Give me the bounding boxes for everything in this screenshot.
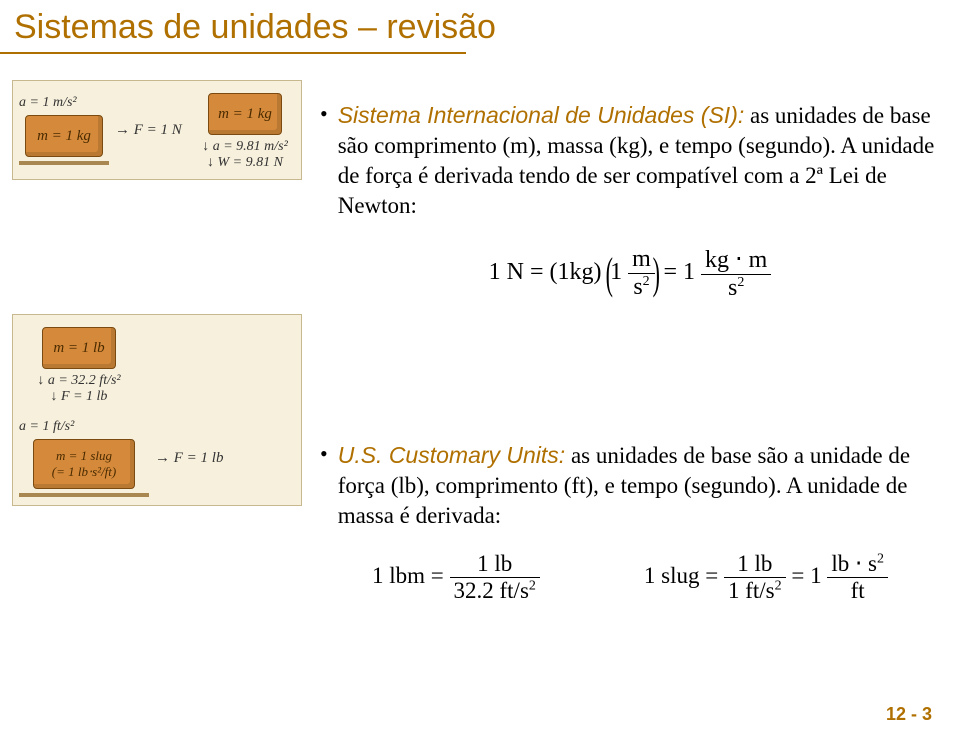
eq2b-num2: lb ⋅ s2 [827,551,888,578]
ground-line [19,161,109,165]
force2-label: F = 1 lb [174,450,224,466]
eq1-eq: = [530,259,544,285]
mass-block: m = 1 kg [25,115,103,157]
eq2b-num1: 1 lb [724,551,786,578]
eq1-den2: s2 [701,275,771,302]
frac-kgm-s2: kg ⋅ m s2 [701,245,771,302]
bullet-si-text: Sistema Internacional de Unidades (SI): … [338,100,940,221]
accel-label-slug: a = 1 ft/s² [19,419,149,435]
figure-si: a = 1 m/s² m = 1 kg → F = 1 N m = 1 kg ↓… [12,80,302,180]
bullet-us-text: U.S. Customary Units: as unidades de bas… [338,440,940,531]
eq1-num2: kg ⋅ m [701,245,771,275]
eq1-den1: s2 [628,274,655,301]
eq1-lhs: 1 N [489,259,524,285]
bullet-us: • U.S. Customary Units: as unidades de b… [320,440,940,531]
eq2b-one: 1 [810,563,822,588]
title-underline [0,52,466,54]
w-text: W = 9.81 N [218,155,283,170]
equation-row-us: 1 lbm = 1 lb 32.2 ft/s2 1 slug = 1 lb 1 … [320,551,940,604]
accel-label: a = 1 m/s² [19,95,109,111]
force-arrow-2: → F = 1 lb [155,450,295,467]
ground-line-2 [19,493,149,497]
eq2a-eq: = [431,563,444,588]
eq2b-eq2: = [791,563,804,588]
si-term: Sistema Internacional de Unidades (SI): [338,102,745,128]
mass-block-2: m = 1 kg [208,93,282,135]
eq2b-den2: ft [827,578,888,604]
lparen-icon: ( [605,248,612,299]
eq2b-den1: 1 ft/s2 [724,578,786,604]
slug-line1: m = 1 slug [56,448,112,464]
eq-slug: 1 slug = 1 lb 1 ft/s2 = 1 lb ⋅ s2 ft [644,551,888,604]
frac-slug-1: 1 lb 1 ft/s2 [724,551,786,604]
content-block-2: • U.S. Customary Units: as unidades de b… [320,440,940,604]
eq2b-lhs: 1 slug [644,563,700,588]
eq1-one2: 1 [683,259,695,285]
eq-lbm: 1 lbm = 1 lb 32.2 ft/s2 [372,551,540,604]
us-term: U.S. Customary Units: [338,442,566,468]
equation-newton: 1 N = (1kg) (1 m s2 ) = 1 kg ⋅ m s2 [320,245,940,302]
rparen-icon: ) [653,248,660,299]
eq2b-eq: = [705,563,718,588]
f-us-text: F = 1 lb [61,389,107,404]
slug-block: m = 1 slug (= 1 lb⋅s²/ft) [33,439,135,489]
slide-number: 12 - 3 [886,704,932,725]
content-block-1: • Sistema Internacional de Unidades (SI)… [320,100,940,342]
eq1-eq2: = [664,259,678,285]
force-label: F = 1 N [134,122,182,138]
bullet-dot-icon: • [320,100,328,221]
eq1-num1: m [628,246,655,274]
eq2a-lhs: 1 lbm [372,563,425,588]
a-us-text: a = 32.2 ft/s² [48,373,121,388]
eq1-mass: (1kg) [550,259,602,285]
weight-label: ↓ W = 9.81 N [195,155,295,171]
slug-line2: (= 1 lb⋅s²/ft) [52,464,116,480]
slide-title: Sistemas de unidades – revisão [14,8,496,47]
frac-m-s2: m s2 [628,246,655,301]
frac-lbm: 1 lb 32.2 ft/s2 [450,551,540,604]
eq2a-den: 32.2 ft/s2 [450,578,540,604]
a2-text: a = 9.81 m/s² [213,139,288,154]
figure-us: m = 1 lb ↓ a = 32.2 ft/s² ↓ F = 1 lb a =… [12,314,302,506]
eq2a-num: 1 lb [450,551,540,578]
bullet-si: • Sistema Internacional de Unidades (SI)… [320,100,940,221]
frac-slug-2: lb ⋅ s2 ft [827,551,888,604]
accel-label-2: ↓ a = 9.81 m/s² [195,139,295,155]
force-arrow: → F = 1 N [115,122,189,139]
mass-block-lb: m = 1 lb [42,327,116,369]
bullet-dot-icon-2: • [320,440,328,531]
force-label-us: ↓ F = 1 lb [19,389,139,405]
accel-label-us: ↓ a = 32.2 ft/s² [19,373,139,389]
figures-column: a = 1 m/s² m = 1 kg → F = 1 N m = 1 kg ↓… [12,80,302,530]
